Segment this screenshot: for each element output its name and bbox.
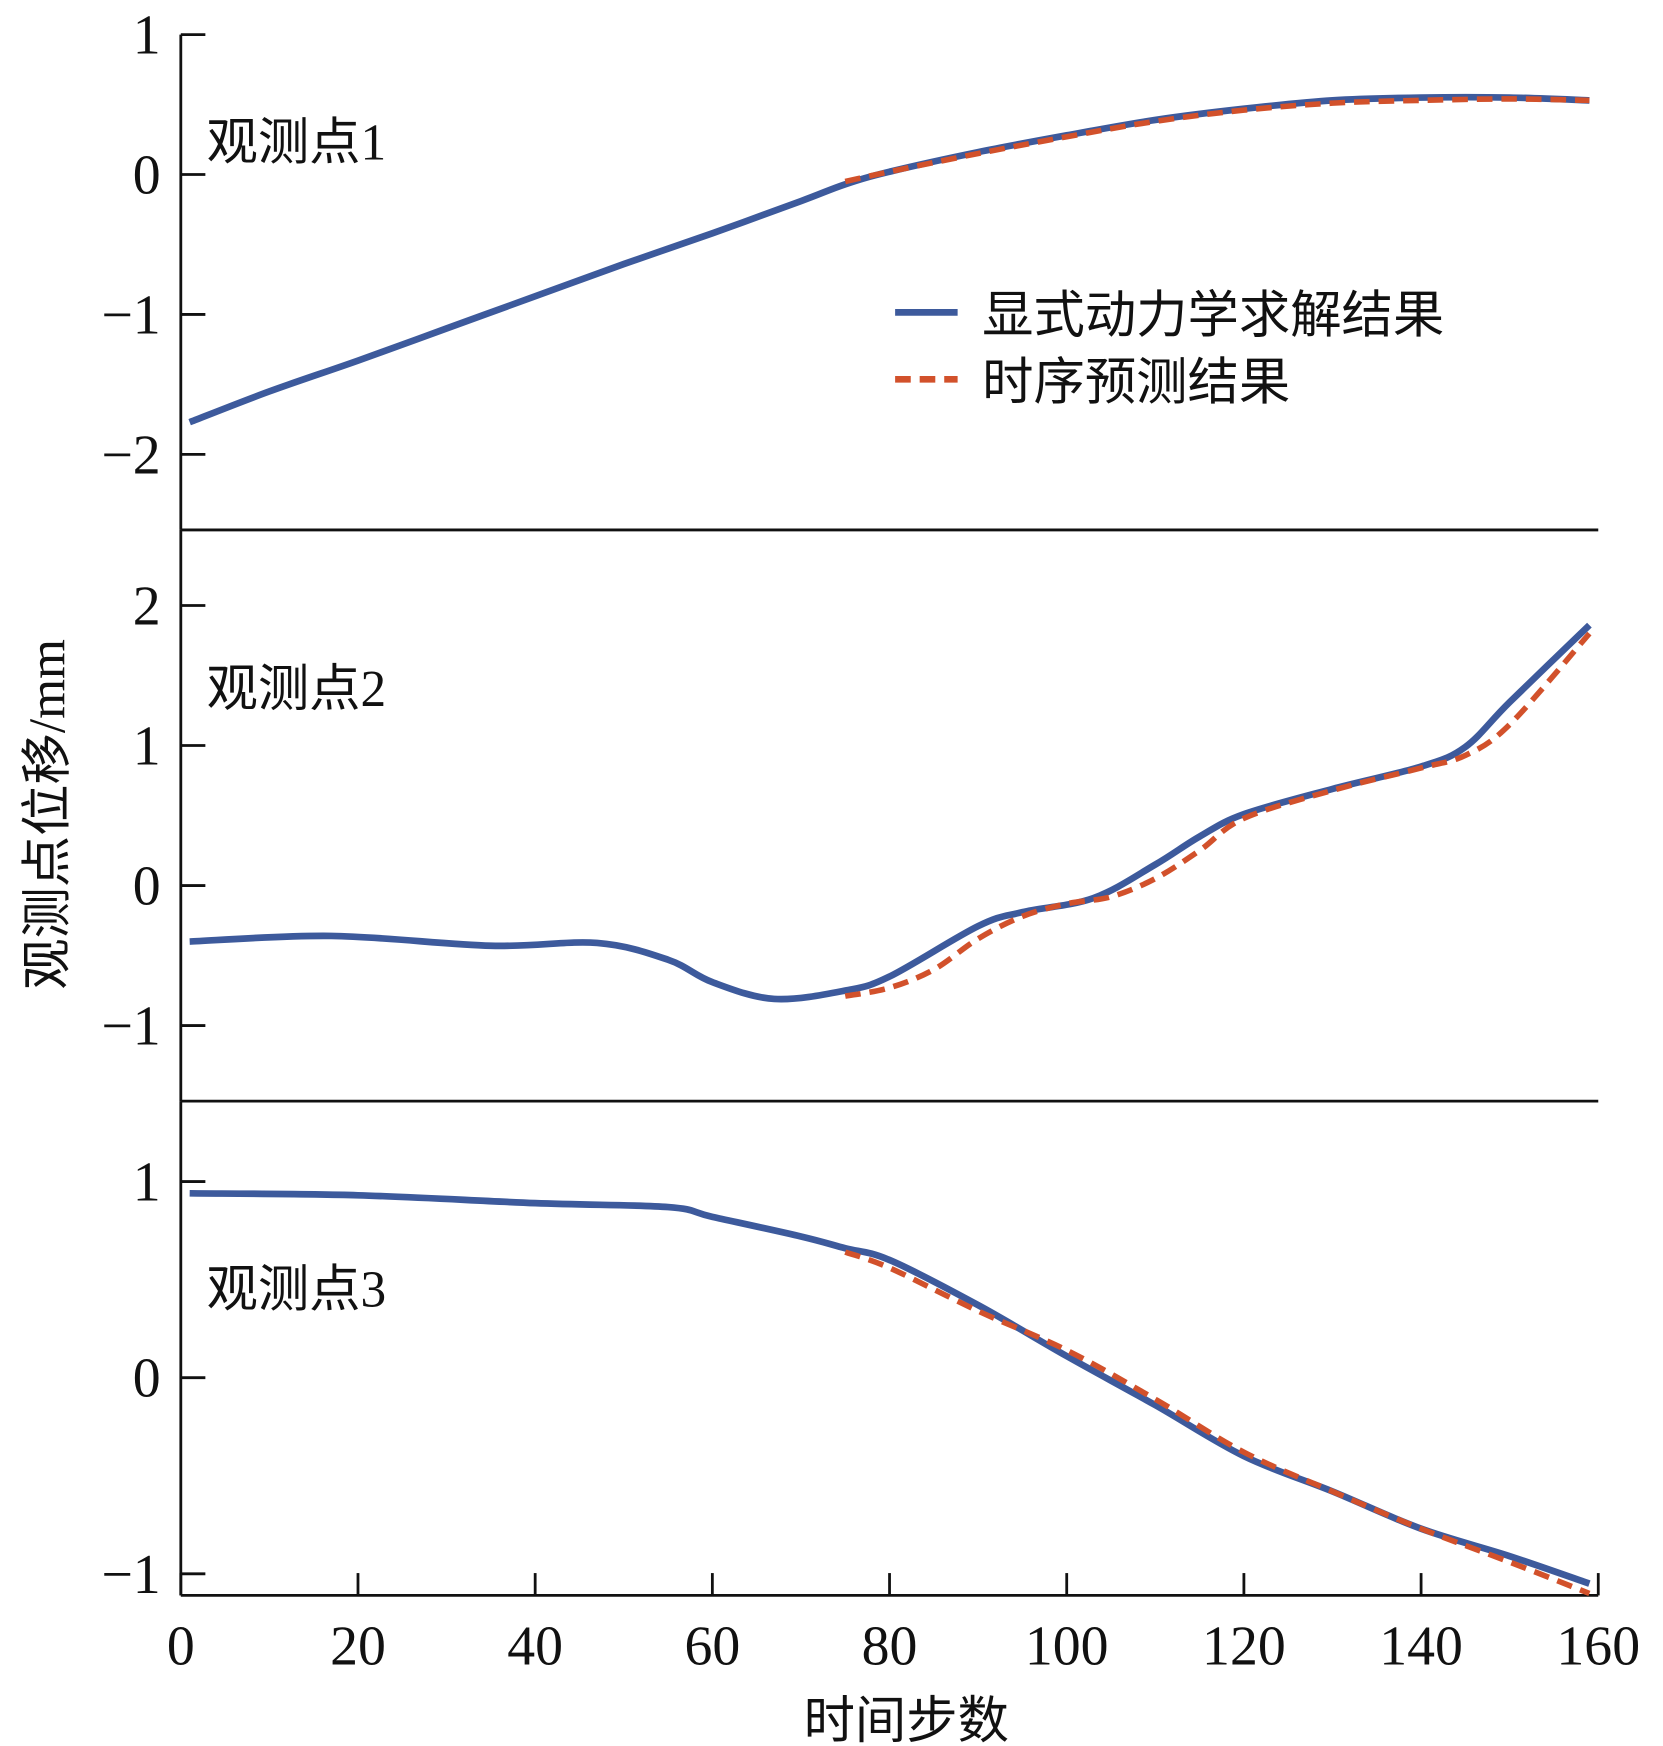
x-tick-label: 80 [862, 1616, 918, 1678]
y-tick-label: 1 [133, 716, 161, 778]
y-axis-label: 观测点位移/mm [20, 639, 77, 990]
panel-2: 2 1 0 −1 观测点2 [101, 529, 1599, 1103]
x-axis-label: 时间步数 [804, 1693, 1009, 1746]
y-tick-label: −1 [101, 996, 160, 1058]
series-line-explicit [188, 93, 1590, 426]
x-tick-label: 160 [1556, 1616, 1640, 1678]
y-tick-label: 0 [133, 144, 161, 206]
x-tick-label: 60 [684, 1616, 740, 1678]
series-line-explicit [189, 1189, 1591, 1587]
series-line-prediction [844, 631, 1592, 999]
panel-1: 1 0 −1 −2 观测点1 [101, 5, 1599, 532]
panel-3: 1 0 −1 观测点3 [101, 1101, 1599, 1606]
x-tick-label: 140 [1379, 1616, 1463, 1678]
series-line-prediction [844, 96, 1590, 185]
panel-label: 观测点1 [206, 115, 386, 172]
y-tick-label: 0 [133, 856, 161, 918]
series-line-prediction [844, 1249, 1591, 1597]
y-tick-label: −1 [101, 284, 160, 346]
y-tick-label: 2 [133, 576, 161, 638]
x-tick-label: 20 [330, 1616, 386, 1678]
legend: 显式动力学求解结果 时序预测结果 [895, 287, 1444, 411]
legend-label-solid: 显式动力学求解结果 [982, 287, 1444, 344]
panel-label: 观测点3 [206, 1261, 386, 1318]
panel-label: 观测点2 [206, 661, 386, 718]
y-tick-label: 1 [133, 1152, 161, 1214]
x-tick-label: 40 [507, 1616, 563, 1678]
x-tick-label: 0 [167, 1616, 195, 1678]
series-line-explicit [189, 622, 1592, 1003]
y-tick-label: −2 [101, 424, 160, 486]
x-tick-label: 120 [1202, 1616, 1286, 1678]
y-tick-label: −1 [101, 1544, 160, 1606]
x-tick-label: 100 [1025, 1616, 1109, 1678]
y-tick-label: 1 [133, 5, 161, 67]
legend-label-dashed: 时序预测结果 [982, 354, 1290, 411]
y-tick-label: 0 [133, 1348, 161, 1410]
